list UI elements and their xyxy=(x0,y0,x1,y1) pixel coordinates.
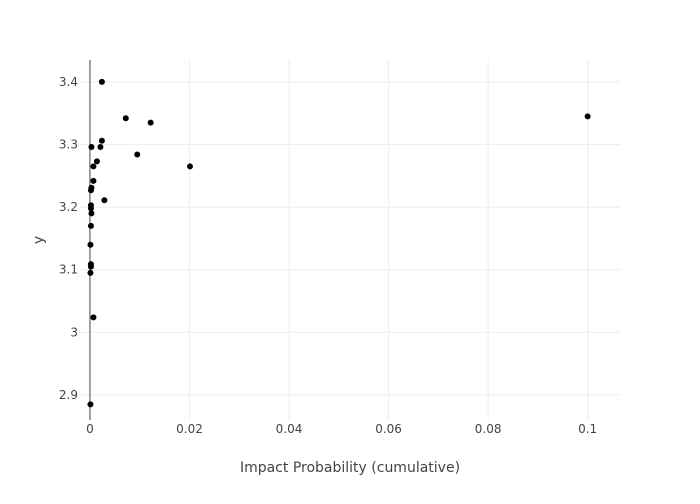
data-point xyxy=(98,137,105,144)
data-point xyxy=(122,115,129,122)
y-tick-label: 3.4 xyxy=(59,75,78,89)
x-axis-title: Impact Probability (cumulative) xyxy=(240,460,460,476)
x-tick-label: 0.06 xyxy=(375,422,402,436)
data-point xyxy=(87,401,94,408)
gridlines xyxy=(80,60,620,420)
data-point xyxy=(87,241,94,248)
data-point xyxy=(93,158,100,165)
y-axis-title: y xyxy=(31,236,47,244)
data-points xyxy=(87,78,591,408)
data-point xyxy=(101,197,108,204)
y-tick-label: 3.3 xyxy=(59,138,78,152)
data-point xyxy=(134,151,141,158)
x-tick-label: 0.02 xyxy=(176,422,203,436)
y-tick-label: 2.9 xyxy=(59,388,78,402)
y-tick-labels: 2.9 3 3.1 3.2 3.3 3.4 xyxy=(59,75,78,402)
data-point xyxy=(88,144,95,151)
y-tick-label: 3 xyxy=(70,325,78,339)
data-point xyxy=(90,177,97,184)
data-point xyxy=(88,210,95,217)
data-point xyxy=(87,269,94,276)
data-point xyxy=(186,163,193,170)
data-point xyxy=(90,314,97,321)
data-point xyxy=(87,205,94,212)
x-tick-label: 0.08 xyxy=(475,422,502,436)
y-tick-label: 3.1 xyxy=(59,263,78,277)
y-tick-label: 3.2 xyxy=(59,200,78,214)
data-point xyxy=(584,113,591,120)
x-tick-label: 0 xyxy=(86,422,94,436)
data-point xyxy=(87,263,94,270)
data-point xyxy=(87,187,94,194)
data-point xyxy=(87,222,94,229)
x-tick-labels: 0 0.02 0.04 0.06 0.08 0.1 xyxy=(86,422,597,436)
data-point xyxy=(97,144,104,151)
x-tick-label: 0.1 xyxy=(578,422,597,436)
data-point xyxy=(147,119,154,126)
x-tick-label: 0.04 xyxy=(276,422,303,436)
data-point xyxy=(98,78,105,85)
data-point xyxy=(90,163,97,170)
